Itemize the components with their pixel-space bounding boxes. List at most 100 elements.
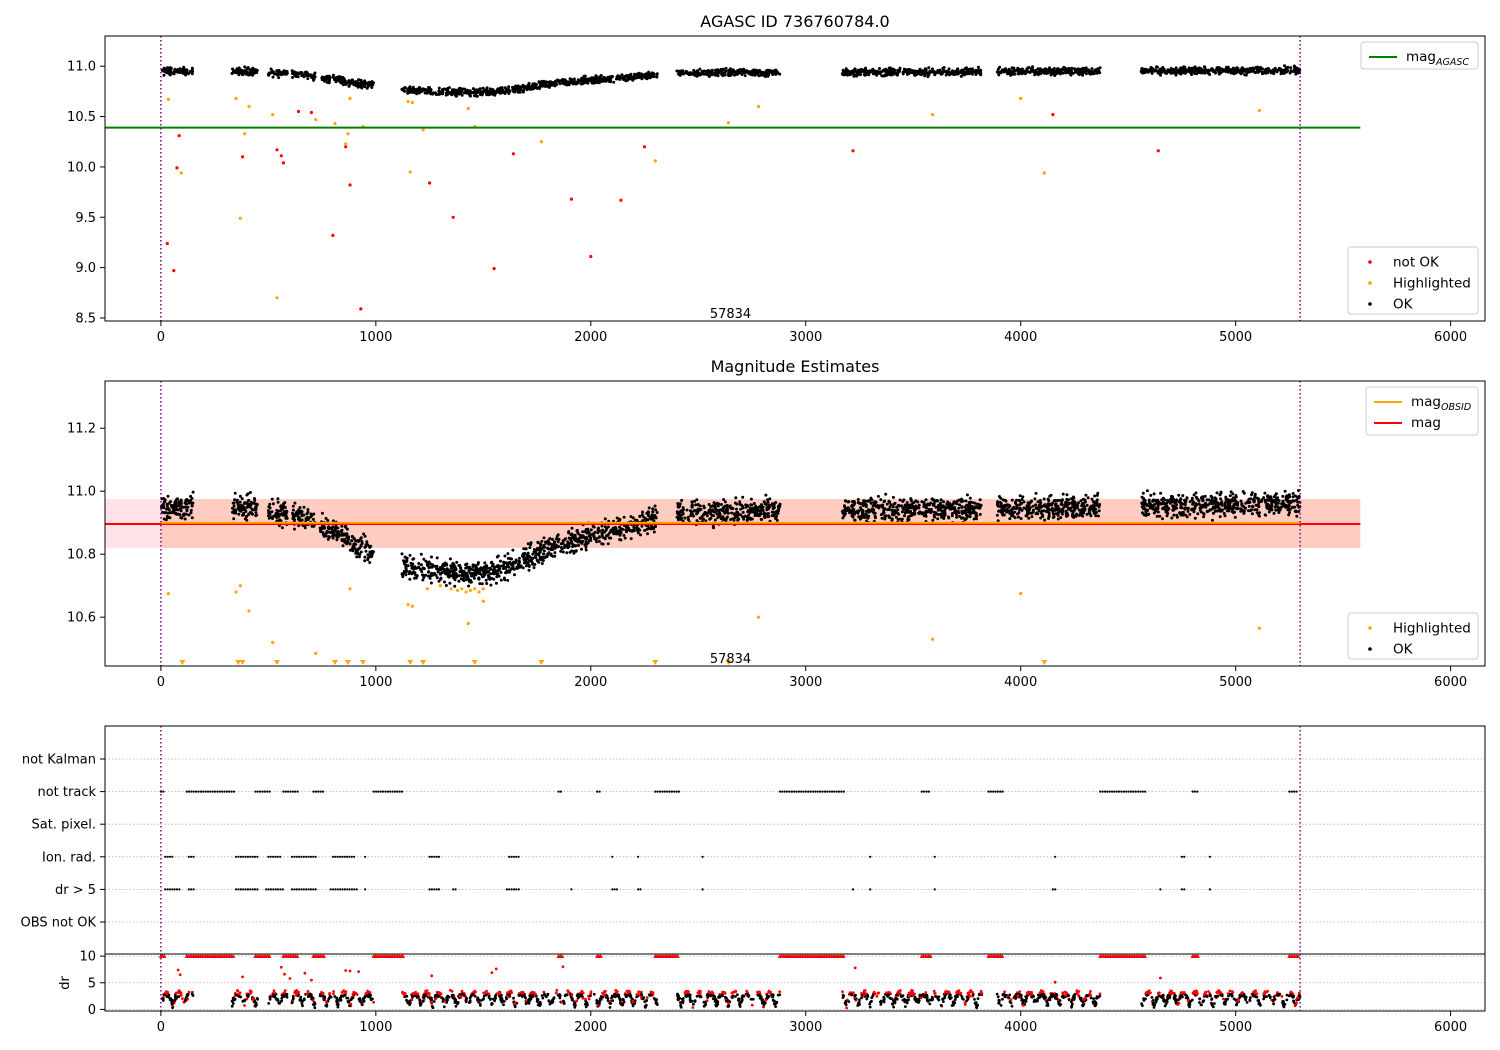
panel1-ok-point xyxy=(437,91,441,95)
panel2-ok-point xyxy=(243,508,247,512)
panel1-ok-point xyxy=(974,73,978,76)
panel2-ok-point xyxy=(956,510,960,513)
panel2-ok-point xyxy=(430,571,433,575)
panel1-ok-point xyxy=(579,82,583,86)
panel2-ok-point xyxy=(1007,505,1011,509)
panel1-ok-point xyxy=(853,69,857,73)
panel2-ok-point xyxy=(325,529,329,533)
panel2-ok-point xyxy=(583,530,587,534)
panel2-ok-point xyxy=(417,562,421,565)
panel2-ok-point xyxy=(450,574,454,578)
panel2-ok-point xyxy=(537,560,541,564)
panel2-ok-point xyxy=(896,517,900,521)
panel2-ok-point xyxy=(653,504,657,508)
panel2-ok-point xyxy=(334,525,338,529)
panel1-ok-point xyxy=(1241,67,1245,70)
panel1-ok-point xyxy=(1069,73,1073,77)
panel1-ok-point xyxy=(499,90,503,94)
panel1-ok-point xyxy=(1272,71,1276,74)
panel1-ok-point xyxy=(1260,67,1264,71)
panel1-ok-point xyxy=(651,74,655,78)
panel2-ok-point xyxy=(237,512,241,516)
panel2-ok-point xyxy=(511,561,515,565)
panel2-ok-point xyxy=(694,503,698,507)
panel2-ok-point xyxy=(879,498,883,502)
panel2-ok-point xyxy=(950,504,954,508)
panel1-ok-point xyxy=(937,69,941,73)
panel2-ok-point xyxy=(350,539,354,543)
panel2-ok-point xyxy=(866,508,870,512)
panel1-ok-point xyxy=(905,71,909,75)
panel2-ok-point xyxy=(408,577,412,581)
panel1-ok-point xyxy=(1266,69,1270,73)
panel1-ok-point xyxy=(230,72,234,75)
panel2-ok-point xyxy=(936,517,940,521)
panel2-ok-point xyxy=(772,506,776,510)
panel1-ok-point xyxy=(1052,71,1056,75)
panel1-ok-point xyxy=(1084,69,1088,73)
panel1-ok-point xyxy=(477,89,481,93)
panel2-ok-point xyxy=(409,561,413,565)
panel2-ok-point xyxy=(680,498,684,502)
panel1-ok-point xyxy=(444,87,448,91)
panel2-ok-point xyxy=(953,500,957,504)
panel1-ok-point xyxy=(566,82,570,86)
panel1-ok-point xyxy=(448,86,451,90)
panel2-ok-point xyxy=(419,552,423,556)
panel1-ok-point xyxy=(413,89,417,93)
panel2-ok-point xyxy=(573,533,577,537)
panel1-ok-point xyxy=(511,85,514,89)
panel2-ok-point xyxy=(468,566,472,570)
panel2-ok-point xyxy=(400,552,404,556)
panel2-ok-point xyxy=(995,513,999,517)
panel1-not-ok-point xyxy=(451,215,455,219)
panel1-ok-point xyxy=(887,66,891,70)
panel2-plot-area xyxy=(105,381,1361,666)
panel1-ok-point xyxy=(527,81,531,85)
panel2-ok-point xyxy=(1074,513,1078,517)
panel2-ok-point xyxy=(172,506,176,510)
panel2-ok-point xyxy=(302,505,306,509)
panel1-ok-point xyxy=(884,70,888,73)
panel2-ok-point xyxy=(462,576,466,580)
panel2-ok-point xyxy=(276,500,280,504)
panel2-ok-point xyxy=(1094,514,1098,518)
panel2-ok-point xyxy=(251,508,255,512)
panel1-ok-point xyxy=(842,73,846,77)
panel2-ok-point xyxy=(1065,497,1069,501)
panel2-ok-point xyxy=(1091,507,1095,511)
panel2-ok-point xyxy=(577,539,581,543)
panel1-highlighted-point xyxy=(346,132,350,136)
panel1-ok-point xyxy=(1010,66,1014,70)
panel2-ok-point xyxy=(274,512,278,515)
panel2-ok-point xyxy=(532,566,536,570)
panel1-ok-point xyxy=(1214,71,1217,75)
panel2-ok-point xyxy=(721,509,725,513)
panel2-ok-point xyxy=(606,542,610,546)
panel2-ok-point xyxy=(465,571,469,575)
panel1-ok-point xyxy=(450,89,454,93)
panel2-ok-point xyxy=(177,504,181,508)
panel2-ok-point xyxy=(165,502,169,506)
panel2-ok-point xyxy=(717,512,721,516)
panel1-not-ok-point xyxy=(177,134,181,138)
panel2-ok-point xyxy=(708,517,712,521)
panel1-ok-point xyxy=(611,75,615,78)
panel1-ok-point xyxy=(1087,68,1091,72)
panel1-ok-point xyxy=(1164,71,1167,75)
panel1-ok-point xyxy=(342,78,346,82)
panel2-ok-point xyxy=(1058,498,1062,502)
panel1-ok-point xyxy=(708,74,712,78)
panel1-ok-point xyxy=(549,80,552,84)
panel2-ok-point xyxy=(603,530,607,534)
panel2-ok-point xyxy=(526,542,530,546)
panel1-highlighted-point xyxy=(653,159,657,163)
panel2-ok-point xyxy=(441,567,445,570)
panel2-ok-point xyxy=(643,529,647,532)
panel1-ok-point xyxy=(971,67,974,71)
panel2-ok-point xyxy=(931,498,935,502)
panel1-ok-point xyxy=(995,70,999,74)
panel1-ok-point xyxy=(1258,67,1262,71)
panel1-not-ok-point xyxy=(241,155,245,159)
